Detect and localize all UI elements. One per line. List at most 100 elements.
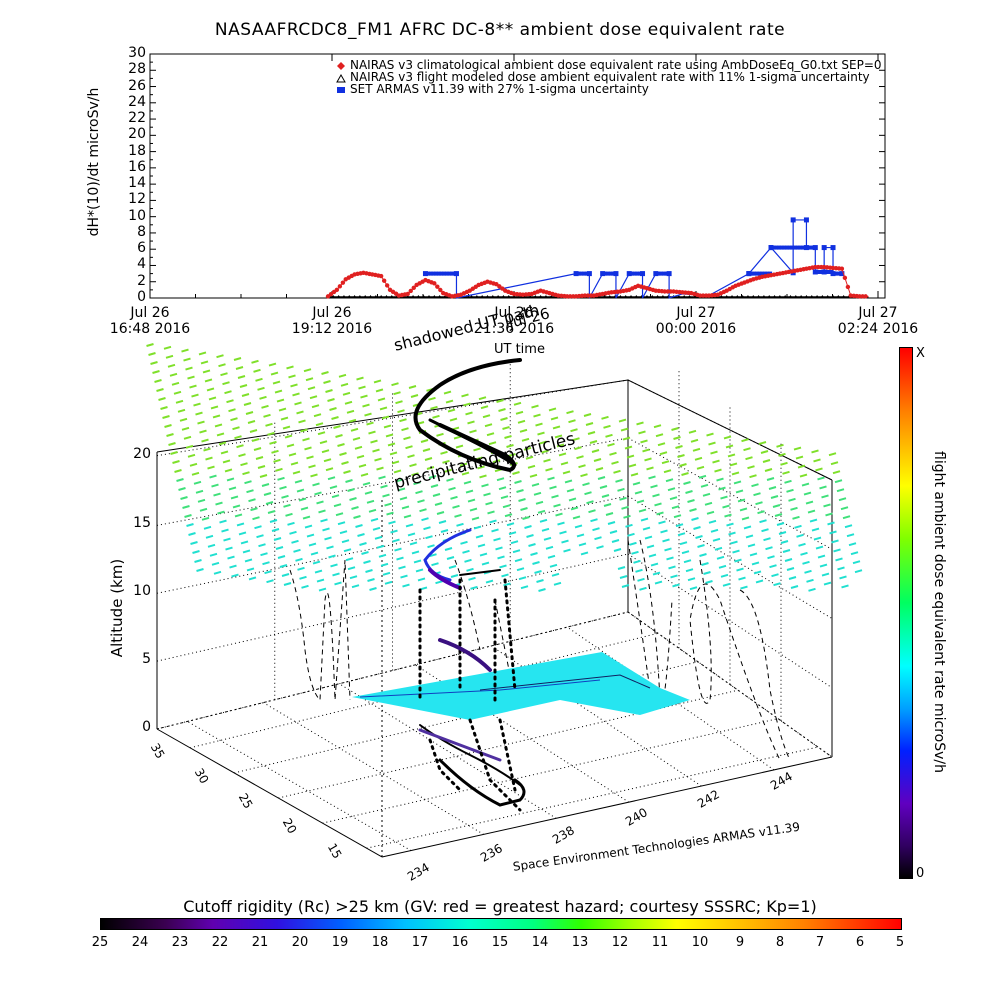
particle-mark <box>584 491 592 496</box>
particle-mark <box>187 375 195 380</box>
particle-mark <box>687 499 695 503</box>
particle-mark <box>788 576 797 580</box>
particle-mark <box>636 421 644 426</box>
particle-mark <box>618 418 627 423</box>
particle-mark <box>838 497 847 502</box>
z-tick-label: 10 <box>133 583 151 600</box>
particle-mark <box>341 461 349 465</box>
particle-mark <box>550 416 559 421</box>
series-armas-marker <box>765 271 770 276</box>
particle-mark <box>555 512 563 517</box>
particle-mark <box>815 467 823 472</box>
particle-mark <box>417 499 425 504</box>
series-nairas-clim-marker <box>697 293 703 298</box>
particle-mark <box>576 533 585 538</box>
particle-mark <box>842 515 851 520</box>
series-flight-modeled-marker <box>357 295 362 298</box>
series-armas-marker <box>656 271 661 276</box>
series-armas-marker <box>664 271 669 276</box>
series-flight-modeled-marker <box>772 295 777 298</box>
particle-mark <box>392 538 400 543</box>
particle-mark <box>376 466 384 471</box>
particle-mark <box>222 459 231 464</box>
particle-mark <box>592 527 600 532</box>
particle-mark <box>208 396 217 401</box>
flight-path-ground <box>418 728 502 762</box>
particle-mark <box>854 569 863 574</box>
series-armas-marker <box>821 269 826 274</box>
particle-mark <box>307 386 316 391</box>
particle-mark <box>372 448 380 453</box>
particle-mark <box>345 557 354 562</box>
particle-mark <box>301 584 309 589</box>
particle-mark <box>629 541 637 546</box>
particle-mark <box>286 365 294 370</box>
particle-mark <box>209 474 217 479</box>
series-armas-marker <box>584 271 589 276</box>
particle-mark <box>705 580 713 584</box>
particle-mark <box>578 464 586 469</box>
particle-mark <box>317 431 326 436</box>
series-flight-modeled-marker <box>650 295 655 298</box>
particle-mark <box>774 513 783 517</box>
particle-mark <box>181 426 190 431</box>
particle-mark <box>537 509 546 514</box>
particle-mark <box>500 417 508 421</box>
series-armas-marker <box>611 271 616 276</box>
series-nairas-clim-marker <box>381 278 387 283</box>
series-nairas-clim-marker <box>497 284 502 289</box>
series-armas-marker <box>653 271 658 276</box>
particle-mark <box>607 521 616 525</box>
particle-mark <box>794 524 802 529</box>
particle-mark <box>525 455 534 460</box>
particle-mark <box>586 500 594 505</box>
particle-mark <box>538 588 546 592</box>
wall-projection-traces <box>289 539 791 761</box>
particle-mark <box>662 538 670 543</box>
particle-mark <box>776 522 785 526</box>
particle-mark <box>447 408 456 413</box>
particle-mark <box>825 512 833 517</box>
particle-mark <box>506 444 514 448</box>
particle-mark <box>228 486 237 491</box>
particle-mark <box>654 580 663 585</box>
particle-mark <box>837 566 845 571</box>
particle-mark <box>733 480 742 485</box>
series-flight-modeled-marker <box>602 295 607 298</box>
particle-mark <box>574 446 582 451</box>
y-tick-label: 2 <box>137 272 146 289</box>
particle-mark <box>244 480 252 485</box>
particle-mark <box>204 378 213 383</box>
particle-mark <box>848 542 857 547</box>
particle-mark <box>568 497 577 502</box>
series-armas-marker <box>803 245 808 250</box>
y-tick-label: 0 <box>137 289 146 305</box>
series-flight-modeled-marker <box>363 295 368 298</box>
series-armas-marker <box>818 269 823 274</box>
particle-mark <box>770 495 779 499</box>
particle-mark <box>261 483 270 487</box>
particle-mark <box>450 495 458 500</box>
particle-mark <box>698 474 707 479</box>
particle-mark <box>673 436 681 440</box>
cutoff-rigidity-tick-label: 12 <box>611 935 629 950</box>
particle-mark <box>325 389 333 393</box>
particle-mark <box>422 448 431 452</box>
particle-mark <box>653 424 662 429</box>
particle-mark <box>386 511 394 516</box>
particle-mark <box>292 470 301 475</box>
series-armas-marker <box>605 271 610 276</box>
particle-mark <box>823 581 832 586</box>
particle-mark <box>330 563 338 568</box>
particle-mark <box>368 430 376 435</box>
particle-mark <box>310 473 318 478</box>
particle-mark <box>196 568 204 572</box>
particle-mark <box>716 477 724 482</box>
particle-mark <box>366 499 375 504</box>
particle-mark <box>339 530 348 535</box>
series-flight-modeled-marker <box>825 295 830 298</box>
series-flight-modeled-marker <box>783 295 788 298</box>
particle-mark <box>171 381 180 386</box>
particle-mark <box>199 429 207 434</box>
series-armas-marker <box>423 271 428 276</box>
